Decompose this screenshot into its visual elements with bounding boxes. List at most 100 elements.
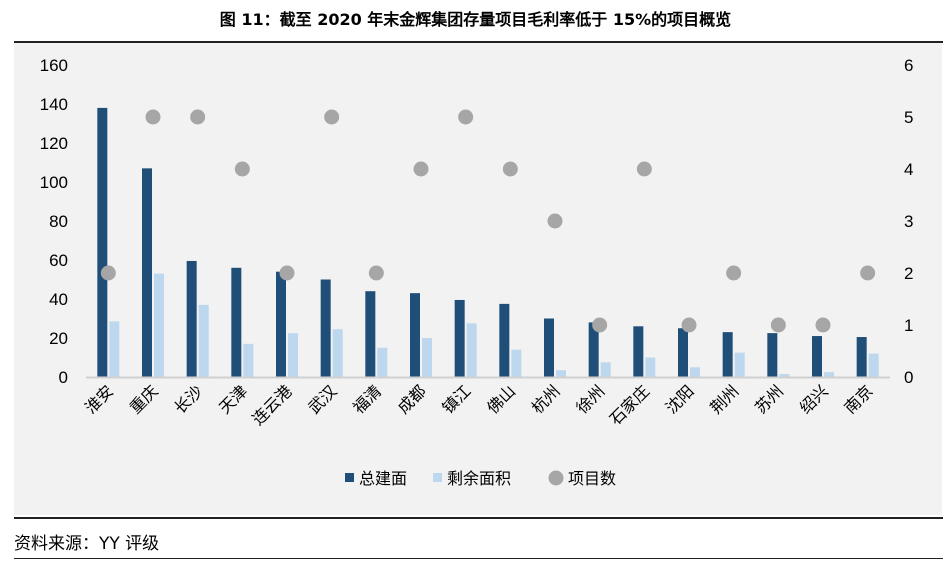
bar-total-area (767, 333, 778, 377)
bar-total-area (320, 279, 331, 377)
bar-total-area (722, 332, 733, 377)
project-count-point (145, 109, 161, 125)
right-axis-tick-label: 0 (904, 368, 913, 387)
bar-total-area (544, 318, 554, 377)
left-axis-tick-label: 140 (40, 95, 68, 114)
bar-remaining-area (422, 338, 432, 377)
project-count-point (279, 265, 295, 281)
bar-remaining-area (377, 347, 388, 377)
divider (14, 41, 943, 43)
bar-remaining-area (288, 333, 298, 377)
project-count-point (502, 161, 518, 177)
category-label: 石家庄 (606, 381, 653, 428)
project-count-point (815, 317, 831, 333)
left-axis-tick-label: 160 (40, 56, 68, 75)
bar-total-area (856, 337, 867, 377)
left-axis-tick-label: 80 (49, 212, 68, 231)
bar-remaining-area (734, 352, 745, 377)
project-count-point (860, 265, 876, 281)
bar-total-area (454, 299, 465, 377)
category-label: 徐州 (572, 381, 608, 417)
right-axis-tick-label: 1 (904, 316, 913, 335)
bar-remaining-area (198, 304, 209, 377)
right-axis-tick-label: 6 (904, 56, 913, 75)
bar-total-area (97, 107, 108, 378)
project-count-point (413, 161, 429, 177)
category-label: 绍兴 (796, 381, 832, 417)
project-count-point (636, 161, 652, 177)
left-axis-tick-label: 120 (40, 134, 68, 153)
project-count-point (726, 265, 742, 281)
legend-swatch-remaining-area (433, 473, 442, 482)
project-count-point (190, 109, 206, 125)
bar-total-area (186, 260, 197, 377)
left-axis-tick-label: 40 (49, 290, 68, 309)
bar-remaining-area (556, 370, 566, 377)
bar-total-area (365, 291, 376, 377)
project-count-point (368, 265, 384, 281)
right-axis-tick-label: 5 (904, 108, 913, 127)
legend-swatch-total-area (345, 473, 354, 482)
bar-total-area (633, 326, 644, 377)
right-axis-tick-label: 2 (904, 264, 913, 283)
project-count-point (592, 317, 608, 333)
category-label: 福清 (349, 381, 385, 417)
project-count-point (770, 317, 786, 333)
category-label: 南京 (840, 381, 876, 417)
bar-total-area (812, 336, 822, 377)
left-axis-tick-label: 0 (59, 368, 68, 387)
category-label: 沈阳 (662, 381, 698, 417)
bar-remaining-area (109, 321, 120, 377)
category-label: 杭州 (528, 381, 564, 417)
legend-label: 项目数 (568, 469, 616, 488)
left-axis-tick-label: 20 (49, 329, 68, 348)
category-label: 连云港 (248, 381, 295, 428)
category-label: 天津 (215, 381, 251, 417)
bar-remaining-area (824, 372, 834, 377)
bar-remaining-area (154, 273, 164, 377)
divider (14, 558, 943, 559)
category-label: 淮安 (81, 381, 117, 417)
category-label: 荆州 (706, 381, 742, 417)
bar-remaining-area (690, 367, 700, 377)
bar-remaining-area (466, 323, 477, 377)
source-note: 资料来源：YY 评级 (14, 534, 160, 554)
bar-remaining-area (645, 357, 656, 377)
bar-total-area (678, 328, 688, 377)
bar-remaining-area (779, 374, 790, 377)
left-axis-tick-label: 60 (49, 251, 68, 270)
category-label: 苏州 (751, 381, 787, 417)
right-axis-tick-label: 4 (904, 160, 913, 179)
project-count-point (324, 109, 340, 125)
bar-remaining-area (243, 343, 254, 377)
category-label: 重庆 (126, 381, 162, 417)
project-count-point (547, 213, 563, 229)
bar-remaining-area (868, 353, 879, 377)
category-label: 成都 (394, 381, 430, 417)
right-axis-tick-label: 3 (904, 212, 913, 231)
category-label: 佛山 (483, 381, 519, 417)
category-label: 武汉 (304, 381, 340, 417)
bar-total-area (588, 322, 599, 377)
bar-total-area (231, 267, 242, 377)
chart-title: 图 11：截至 2020 年末金辉集团存量项目毛利率低于 15%的项目概览 (219, 10, 732, 29)
bar-total-area (142, 168, 152, 377)
divider (14, 517, 943, 519)
project-count-point (681, 317, 697, 333)
legend-marker-project-count (548, 470, 564, 486)
bar-total-area (276, 271, 286, 377)
category-label: 长沙 (170, 381, 206, 417)
project-count-point (100, 265, 116, 281)
category-label: 镇江 (438, 381, 474, 417)
project-count-point (458, 109, 474, 125)
bar-total-area (499, 303, 510, 377)
legend-label: 总建面 (359, 469, 407, 488)
bar-remaining-area (600, 362, 611, 377)
bar-total-area (410, 293, 420, 377)
chart-area (14, 43, 942, 515)
legend-label: 剩余面积 (447, 469, 511, 488)
project-count-point (234, 161, 250, 177)
bar-remaining-area (511, 349, 522, 377)
